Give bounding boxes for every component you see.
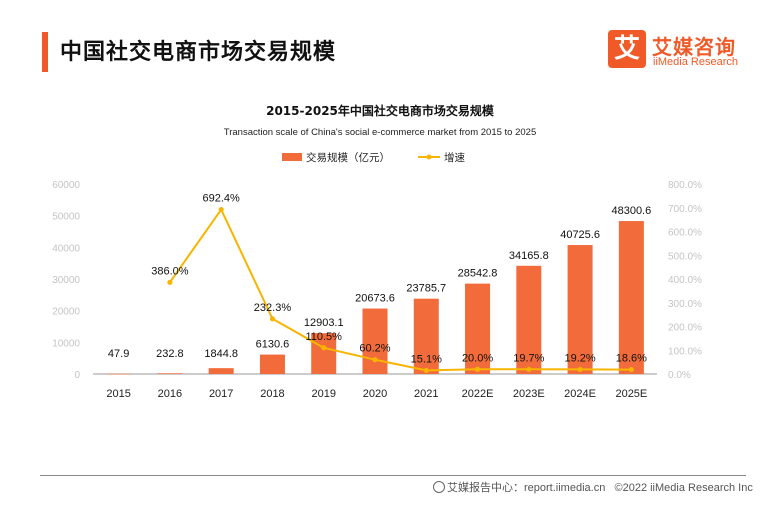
bar	[208, 368, 234, 374]
bar-value-label: 20673.6	[355, 293, 395, 305]
y-left-tick-label: 50000	[52, 212, 80, 223]
legend-swatch-bar	[282, 153, 302, 161]
growth-point	[526, 366, 532, 372]
bar-value-label: 12903.1	[304, 317, 344, 329]
growth-value-label: 18.6%	[616, 353, 647, 365]
growth-value-label: 60.2%	[359, 343, 390, 355]
y-right-tick-label: 300.0%	[668, 299, 702, 310]
logo-subtext: iiMedia Research	[653, 56, 738, 68]
y-right-tick-label: 0.0%	[668, 370, 691, 381]
bar-value-label: 34165.8	[509, 250, 549, 262]
bar-value-label: 232.8	[156, 348, 184, 360]
legend-label-bar: 交易规模（亿元）	[306, 151, 390, 164]
bar-value-label: 28542.8	[458, 268, 498, 280]
growth-point	[423, 367, 429, 374]
chart-subtitle: Transaction scale of China's social e-co…	[224, 127, 536, 138]
x-tick-label: 2025E	[615, 388, 647, 400]
x-tick-label: 2020	[363, 388, 387, 400]
growth-point	[372, 357, 378, 363]
x-tick-label: 2017	[209, 388, 233, 400]
growth-point	[321, 345, 327, 351]
brand-logo: 艾 艾媒咨询 iiMedia Research	[608, 30, 758, 74]
y-right-tick-label: 700.0%	[668, 204, 702, 215]
bar	[362, 308, 388, 374]
bar-value-label: 40725.6	[560, 229, 600, 241]
bar-value-label: 48300.6	[611, 205, 651, 217]
legend-label-line: 增速	[444, 151, 465, 164]
y-right-tick-label: 600.0%	[668, 228, 702, 239]
growth-point	[218, 206, 224, 213]
y-right-tick-label: 500.0%	[668, 251, 702, 262]
bar-value-label: 23785.7	[406, 283, 446, 295]
bar	[618, 221, 644, 374]
y-right-tick-label: 800.0%	[668, 180, 702, 191]
chart-title: 2015-2025年中国社交电商市场交易规模	[266, 103, 495, 118]
logo-mark-icon: 艾	[608, 30, 646, 68]
y-right-tick-label: 200.0%	[668, 323, 702, 334]
bar	[259, 354, 285, 374]
logo-text: 艾媒咨询	[652, 35, 736, 59]
source-icon	[433, 481, 445, 493]
bar-value-label: 47.9	[108, 348, 129, 360]
growth-value-label: 232.3%	[254, 302, 292, 314]
x-tick-label: 2021	[414, 388, 438, 400]
title-accent-bar	[42, 32, 48, 72]
growth-value-label: 15.1%	[411, 353, 442, 365]
chart: 2015-2025年中国社交电商市场交易规模 Transaction scale …	[52, 103, 702, 400]
bar-value-label: 1844.8	[204, 348, 238, 360]
footer-source: 艾媒报告中心：report.iimedia.cn	[447, 482, 606, 494]
y-left-tick-label: 10000	[52, 338, 80, 349]
x-tick-label: 2016	[158, 388, 182, 400]
y-left-tick-label: 30000	[52, 275, 80, 286]
growth-value-label: 692.4%	[203, 193, 241, 205]
legend-marker-line	[426, 154, 432, 160]
footer-divider	[40, 475, 746, 476]
y-right-tick-label: 400.0%	[668, 275, 702, 286]
bar	[157, 373, 183, 374]
growth-line	[169, 207, 632, 372]
bar	[465, 283, 491, 374]
footer: 艾媒报告中心：report.iimedia.cn ©2022 iiMedia R…	[433, 479, 753, 495]
growth-point	[474, 366, 481, 372]
x-tick-label: 2019	[311, 388, 335, 400]
y-right-tick-label: 100.0%	[668, 346, 702, 357]
x-tick-label: 2024E	[564, 388, 596, 400]
growth-point	[269, 316, 276, 322]
x-tick-label: 2018	[260, 388, 284, 400]
footer-copyright: ©2022 iiMedia Research Inc	[614, 482, 753, 494]
x-tick-label: 2023E	[513, 388, 545, 400]
growth-point	[577, 366, 583, 373]
bar	[516, 265, 542, 374]
page-title: 中国社交电商市场交易规模	[60, 40, 337, 65]
growth-value-label: 386.0%	[151, 265, 189, 277]
y-left-tick-label: 40000	[52, 243, 80, 254]
growth-value-label: 19.2%	[564, 352, 595, 364]
y-left-tick-label: 20000	[52, 307, 80, 318]
bar	[567, 245, 593, 374]
growth-value-label: 19.7%	[513, 352, 544, 364]
growth-value-label: 20.0%	[462, 352, 493, 364]
y-left-tick-label: 0	[74, 370, 80, 381]
x-tick-label: 2022E	[462, 388, 494, 400]
x-tick-label: 2015	[106, 388, 130, 400]
y-left-tick-label: 60000	[52, 180, 80, 191]
bar	[106, 373, 132, 375]
growth-point	[628, 366, 634, 373]
bar	[413, 298, 439, 374]
bar	[311, 333, 337, 374]
growth-point	[167, 279, 173, 285]
growth-value-label: 110.5%	[305, 331, 342, 343]
bar-value-label: 6130.6	[256, 339, 290, 351]
